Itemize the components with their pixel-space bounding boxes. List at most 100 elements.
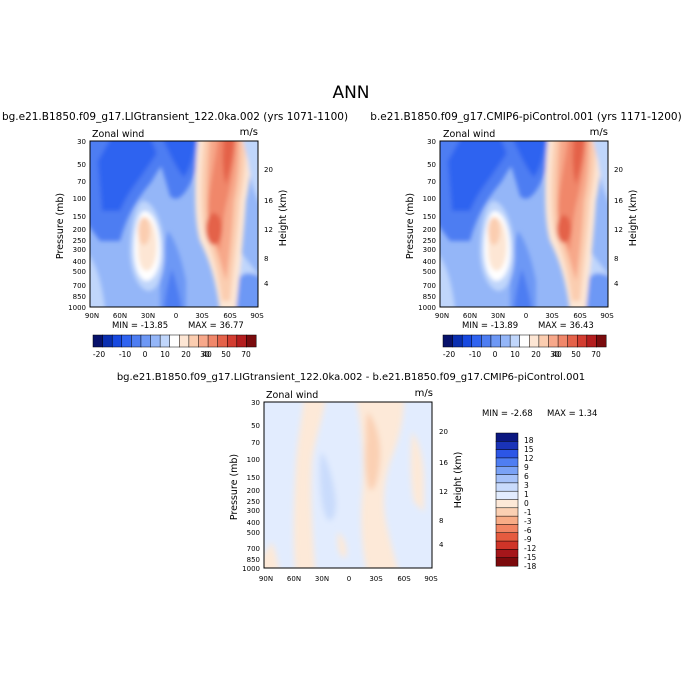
panel-pi-x-axis: 90N 60N 30N 0 30S 60S 90S: [435, 312, 614, 320]
panel-lig-x-axis: 90N 60N 30N 0 30S 60S 90S: [85, 312, 264, 320]
colorbar-swatch: [576, 334, 588, 348]
x-tick-60n: 60N: [287, 575, 301, 583]
cbar-label-3: 3: [524, 481, 529, 490]
y-tick-250: 250: [423, 237, 436, 245]
x-tick-30s: 30S: [369, 575, 383, 583]
y-tick-250: 250: [73, 237, 86, 245]
x-tick-90s: 90S: [250, 312, 264, 320]
colorbar-swatch: [246, 334, 257, 348]
x-tick-30n: 30N: [315, 575, 329, 583]
colorbar-swatch: [111, 334, 123, 348]
y-tick-70: 70: [251, 439, 260, 447]
colorbar-swatch: [102, 334, 113, 348]
cbar-label-0: 0: [493, 350, 498, 359]
height-tick-20: 20: [264, 166, 273, 174]
colorbar-swatch: [557, 334, 569, 348]
y-tick-700: 700: [73, 282, 86, 290]
panel-pi-colorbar: [442, 334, 607, 348]
cbar-label-70: 70: [241, 350, 251, 359]
colorbar-swatch: [495, 474, 519, 484]
height-tick-8: 8: [264, 255, 268, 263]
x-tick-60s: 60S: [573, 312, 587, 320]
y-tick-30: 30: [427, 138, 436, 146]
cbar-label-6: 6: [524, 472, 529, 481]
panel-pi-y-axis: 30 50 70 100 150 200 250 300 400 500 700…: [418, 138, 436, 312]
x-tick-90s: 90S: [600, 312, 614, 320]
colorbar-swatch: [495, 441, 519, 451]
colorbar-swatch: [198, 334, 209, 348]
cbar-label-m10: -10: [469, 350, 481, 359]
panel-diff-left-string: Zonal wind: [266, 390, 318, 401]
y-tick-50: 50: [77, 161, 86, 169]
y-tick-400: 400: [73, 258, 86, 266]
colorbar-swatch: [495, 540, 519, 550]
colorbar-swatch: [452, 334, 463, 348]
cbar-label-m10: -10: [119, 350, 131, 359]
y-tick-150: 150: [423, 213, 436, 221]
x-tick-60s: 60S: [223, 312, 237, 320]
cbar-label-m20: -20: [93, 350, 105, 359]
y-tick-850: 850: [423, 293, 436, 301]
y-tick-100: 100: [73, 195, 86, 203]
colorbar-swatch: [226, 334, 238, 348]
panel-diff-y-axis-right: 20 16 12 8 4: [439, 428, 448, 549]
height-tick-8: 8: [439, 517, 443, 525]
y-tick-500: 500: [73, 268, 86, 276]
y-tick-300: 300: [73, 246, 86, 254]
colorbar-swatch: [548, 334, 559, 348]
panel-lig-max: MAX = 36.77: [188, 321, 244, 331]
x-tick-30n: 30N: [141, 312, 155, 320]
height-tick-16: 16: [439, 459, 448, 467]
y-tick-150: 150: [247, 474, 260, 482]
x-tick-90s: 90S: [424, 575, 438, 583]
panel-pi-plot: [439, 140, 609, 308]
y-tick-700: 700: [247, 545, 260, 553]
cbar-label-m15: -15: [524, 553, 536, 562]
cbar-label-20: 20: [181, 350, 191, 359]
colorbar-swatch: [495, 490, 519, 500]
colorbar-swatch: [236, 334, 247, 348]
y-tick-400: 400: [247, 519, 260, 527]
colorbar-swatch: [596, 334, 607, 348]
colorbar-swatch: [567, 334, 578, 348]
cbar-label-0: 0: [143, 350, 148, 359]
y-tick-850: 850: [247, 556, 260, 564]
colorbar-swatch: [471, 334, 482, 348]
colorbar-swatch: [461, 334, 473, 348]
height-tick-12: 12: [264, 226, 273, 234]
colorbar-swatch: [495, 482, 519, 492]
cbar-label-50: 50: [221, 350, 231, 359]
colorbar-swatch: [179, 334, 190, 348]
y-tick-300: 300: [247, 507, 260, 515]
panel-lig-ylabel-right: Height (km): [278, 190, 289, 247]
panel-diff-ylabel-right: Height (km): [453, 452, 464, 509]
x-tick-0: 0: [524, 312, 528, 320]
colorbar-swatch: [150, 334, 161, 348]
panel-pi-title: b.e21.B1850.f09_g17.CMIP6-piControl.001 …: [370, 111, 681, 123]
panel-lig-y-axis-right: 20 16 12 8 4: [264, 166, 273, 288]
x-tick-60s: 60S: [397, 575, 411, 583]
y-tick-250: 250: [247, 498, 260, 506]
colorbar-swatch: [121, 334, 132, 348]
panel-diff-colorbar-labels: 18 15 12 9 6 3 1 0 -1 -3 -6 -9 -12 -15 -…: [524, 436, 536, 571]
colorbar-swatch: [217, 334, 228, 348]
y-tick-400: 400: [423, 258, 436, 266]
height-tick-4: 4: [439, 541, 444, 549]
panel-diff-ylabel: Pressure (mb): [229, 454, 240, 520]
colorbar-swatch: [140, 334, 151, 348]
colorbar-swatch: [131, 334, 142, 348]
panel-lig: bg.e21.B1850.f09_g17.LIGtransient_122.0k…: [2, 111, 348, 359]
panel-pi: b.e21.B1850.f09_g17.CMIP6-piControl.001 …: [370, 111, 681, 359]
y-tick-100: 100: [247, 456, 260, 464]
colorbar-swatch: [207, 334, 219, 348]
panel-lig-left-string: Zonal wind: [92, 129, 144, 140]
height-tick-20: 20: [439, 428, 448, 436]
colorbar-swatch: [481, 334, 492, 348]
height-tick-8: 8: [614, 255, 618, 263]
y-tick-200: 200: [423, 226, 436, 234]
y-tick-100: 100: [423, 195, 436, 203]
cbar-label-30: 30: [550, 350, 560, 359]
cbar-label-m3: -3: [524, 517, 532, 526]
colorbar-swatch: [159, 334, 171, 348]
